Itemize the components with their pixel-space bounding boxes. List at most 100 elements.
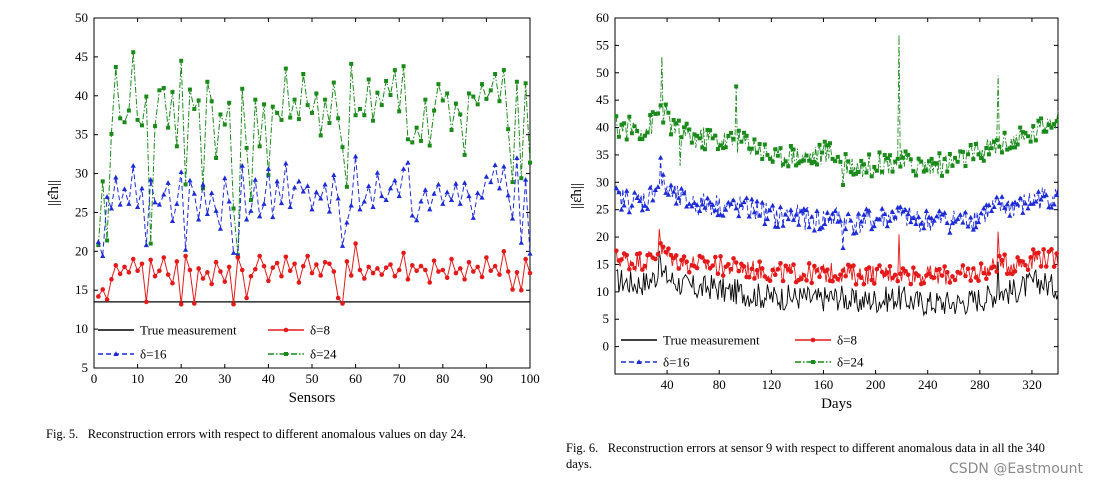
data-point xyxy=(738,202,744,208)
data-point xyxy=(715,271,721,277)
data-point xyxy=(973,142,978,147)
data-point xyxy=(1036,118,1041,123)
legend-label: δ=24 xyxy=(310,347,337,362)
data-point xyxy=(835,276,841,282)
data-point xyxy=(366,77,371,82)
data-point xyxy=(484,96,489,101)
data-point xyxy=(684,203,690,209)
data-point xyxy=(691,200,698,205)
data-point xyxy=(300,263,306,269)
x-tick-label: 60 xyxy=(349,371,362,386)
data-point xyxy=(353,113,358,118)
data-point xyxy=(292,97,297,102)
y-tick-label: 50 xyxy=(596,65,609,80)
data-point xyxy=(462,152,467,157)
data-point xyxy=(669,132,674,137)
data-point xyxy=(986,202,992,208)
data-point xyxy=(244,216,250,222)
data-point xyxy=(863,206,870,212)
data-point xyxy=(895,278,901,284)
data-point xyxy=(244,145,249,150)
data-point xyxy=(939,211,945,217)
data-point xyxy=(947,229,953,235)
data-point xyxy=(336,116,341,121)
data-point xyxy=(853,282,859,287)
data-point xyxy=(331,172,337,178)
data-point xyxy=(827,215,833,221)
data-point xyxy=(950,163,955,168)
data-point xyxy=(671,118,676,123)
data-point xyxy=(741,130,746,135)
data-point xyxy=(170,280,175,286)
data-point xyxy=(957,212,963,217)
data-point xyxy=(744,133,749,138)
data-point xyxy=(1054,192,1060,197)
data-point xyxy=(130,162,136,168)
data-point xyxy=(187,267,193,273)
data-point xyxy=(131,50,136,55)
data-point xyxy=(942,264,947,269)
data-point xyxy=(767,207,773,213)
data-point xyxy=(817,142,822,147)
data-point xyxy=(104,297,110,302)
caption-fig5-text: Reconstruction errors with respect to di… xyxy=(87,427,467,441)
data-point xyxy=(996,200,1002,206)
data-point xyxy=(952,277,958,283)
data-point xyxy=(856,210,862,216)
data-point xyxy=(174,259,180,264)
data-point xyxy=(869,174,874,179)
data-point xyxy=(726,133,731,138)
data-point xyxy=(405,277,411,282)
data-point xyxy=(960,149,965,154)
data-point xyxy=(710,136,715,141)
data-point xyxy=(962,209,969,215)
data-point xyxy=(501,163,507,169)
data-point xyxy=(663,190,669,195)
data-point xyxy=(135,117,140,122)
data-point xyxy=(309,206,315,212)
data-point xyxy=(632,124,637,129)
data-point xyxy=(773,147,778,152)
data-point xyxy=(518,239,524,245)
data-point xyxy=(915,214,922,219)
data-point xyxy=(725,199,731,205)
data-point xyxy=(837,217,844,223)
data-point xyxy=(655,184,661,189)
data-point xyxy=(327,261,332,267)
data-point xyxy=(139,185,145,191)
data-point xyxy=(492,263,498,269)
data-point xyxy=(984,276,989,282)
data-point xyxy=(730,197,737,203)
data-point xyxy=(296,280,302,285)
data-point xyxy=(244,295,249,301)
legend-label: δ=16 xyxy=(663,355,690,370)
x-tick-label: 320 xyxy=(1022,377,1042,392)
data-point xyxy=(874,168,879,173)
data-point xyxy=(370,270,376,276)
data-point xyxy=(1015,255,1020,260)
data-point xyxy=(204,211,210,216)
data-point xyxy=(117,271,123,277)
data-point xyxy=(1030,201,1036,206)
data-point xyxy=(665,191,672,197)
data-point xyxy=(660,171,666,177)
data-point xyxy=(1043,264,1049,269)
data-point xyxy=(191,190,197,196)
legend-item-true-measurement: True measurement xyxy=(98,323,237,338)
data-point xyxy=(673,253,679,258)
data-point xyxy=(200,276,206,281)
data-point xyxy=(213,208,219,213)
data-point xyxy=(440,267,446,273)
data-point xyxy=(736,213,742,219)
data-point xyxy=(423,97,428,102)
data-point xyxy=(676,195,682,200)
data-point xyxy=(621,202,627,208)
data-point xyxy=(877,263,882,268)
data-point xyxy=(209,190,215,195)
data-point xyxy=(422,187,428,192)
data-point xyxy=(749,146,754,151)
data-point xyxy=(432,108,437,113)
data-point xyxy=(528,160,532,165)
data-point xyxy=(752,276,757,281)
data-point xyxy=(427,280,433,285)
